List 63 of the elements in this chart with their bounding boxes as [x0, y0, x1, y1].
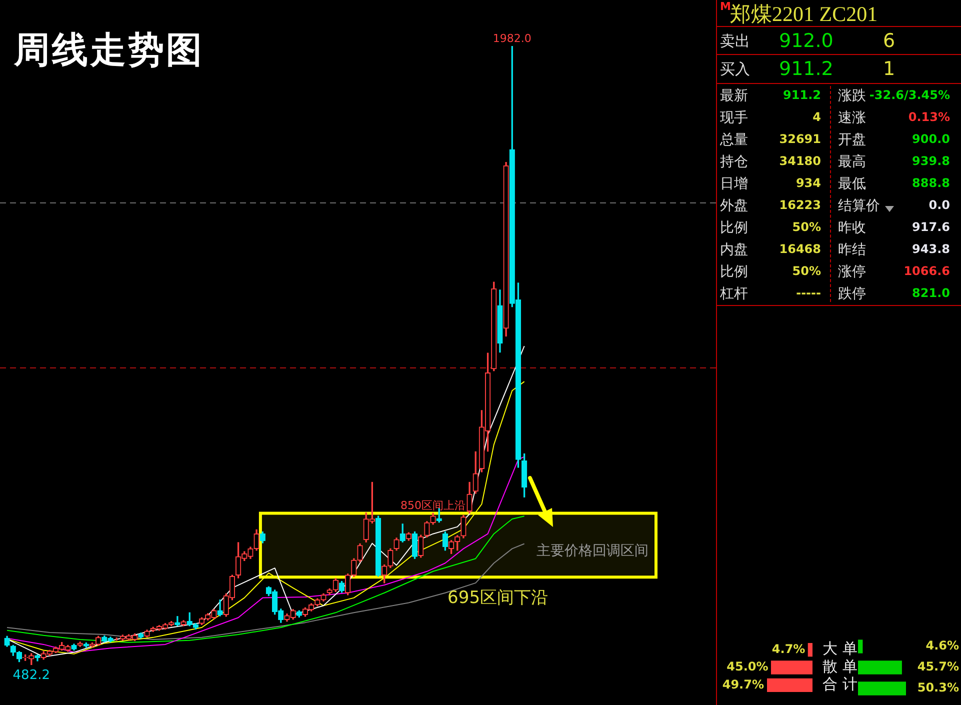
text: 34180 [779, 154, 821, 168]
text: 昨收 [838, 219, 866, 237]
data-label: 50.3% [917, 680, 959, 695]
annotation: 695区间下沿 [448, 588, 548, 608]
text: 911.2 [783, 88, 821, 102]
text: 32691 [779, 132, 821, 146]
data-label: 45.7% [917, 660, 959, 674]
text: 900.0 [912, 132, 950, 146]
text: 卖出 [720, 32, 750, 51]
text: 50% [792, 264, 821, 278]
text: 821.0 [912, 286, 950, 300]
text: 开盘 [838, 131, 866, 149]
text: 939.8 [912, 154, 950, 168]
text: 917.6 [912, 220, 950, 234]
annotation: 850区间上沿 [400, 499, 466, 512]
annotation: 482.2 [12, 668, 50, 683]
text: 结算价 [838, 197, 880, 215]
text: 16468 [779, 242, 821, 256]
text: 涨跌 [838, 87, 866, 105]
text: 昨结 [838, 241, 866, 259]
text: 0.0 [928, 198, 950, 212]
text: -32.6/3.45% [869, 88, 950, 102]
text: 1 [883, 58, 896, 80]
text: 1066.6 [904, 264, 950, 278]
text: 912.0 [779, 30, 834, 52]
text: 持仓 [720, 153, 748, 171]
text: 速涨 [838, 109, 866, 127]
text: 外盘 [720, 197, 748, 215]
y-tick-label: 大 单 [822, 640, 858, 658]
data-label: 4.7% [772, 642, 806, 656]
text: 0.13% [908, 110, 950, 124]
data-label: 49.7% [722, 677, 764, 692]
text: 934 [796, 176, 821, 190]
text: 最低 [838, 175, 866, 193]
text: ----- [796, 286, 821, 300]
text: 杠杆 [720, 285, 748, 303]
text: 16223 [779, 198, 821, 212]
text: 943.8 [912, 242, 950, 256]
text: 最新 [720, 87, 748, 105]
y-tick-label: 散 单 [822, 657, 858, 676]
text: 888.8 [912, 176, 950, 190]
text: 买入 [720, 60, 750, 79]
text: 911.2 [779, 58, 834, 80]
data-label: 45.0% [726, 660, 768, 674]
text: 郑煤2201 ZC201 [730, 1, 878, 28]
text: 6 [883, 30, 896, 52]
annotation: 1982.0 [492, 32, 532, 45]
text: M [720, 0, 731, 13]
chart-title: 周线走势图 [14, 29, 204, 73]
y-tick-label: 合 计 [822, 675, 858, 694]
text: 4 [812, 110, 821, 124]
text: 现手 [720, 109, 748, 127]
text: 比例 [720, 219, 748, 237]
text: 日增 [720, 175, 748, 193]
text: 涨停 [838, 263, 866, 281]
text: 最高 [838, 153, 866, 171]
band-label: 主要价格回调区间 [536, 542, 649, 559]
text: 总量 [720, 131, 748, 149]
text: 比例 [720, 263, 748, 281]
text: 跌停 [838, 285, 866, 303]
text: 50% [792, 220, 821, 234]
text: 内盘 [720, 241, 748, 259]
data-label: 4.6% [926, 638, 959, 653]
